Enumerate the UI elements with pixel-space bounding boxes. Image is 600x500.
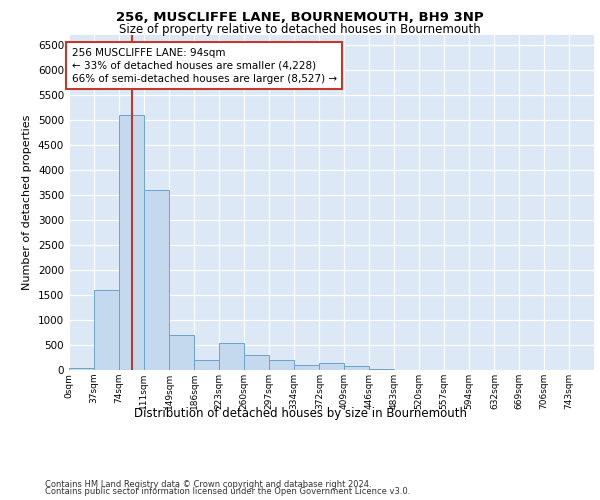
Bar: [169, 335, 194, 370]
Bar: [344, 366, 369, 370]
Bar: [269, 360, 294, 370]
Bar: [294, 365, 319, 370]
Text: Size of property relative to detached houses in Bournemouth: Size of property relative to detached ho…: [119, 22, 481, 36]
Text: Contains HM Land Registry data © Crown copyright and database right 2024.: Contains HM Land Registry data © Crown c…: [45, 480, 371, 489]
Text: 256 MUSCLIFFE LANE: 94sqm
← 33% of detached houses are smaller (4,228)
66% of se: 256 MUSCLIFFE LANE: 94sqm ← 33% of detac…: [71, 48, 337, 84]
Bar: [94, 290, 119, 370]
Bar: [244, 355, 269, 370]
Bar: [369, 369, 394, 370]
Text: Contains public sector information licensed under the Open Government Licence v3: Contains public sector information licen…: [45, 488, 410, 496]
Bar: [219, 342, 244, 370]
Y-axis label: Number of detached properties: Number of detached properties: [22, 115, 32, 290]
Bar: [144, 190, 169, 370]
Bar: [319, 362, 344, 370]
Bar: [119, 115, 144, 370]
Bar: [69, 368, 94, 370]
Text: 256, MUSCLIFFE LANE, BOURNEMOUTH, BH9 3NP: 256, MUSCLIFFE LANE, BOURNEMOUTH, BH9 3N…: [116, 11, 484, 24]
Text: Distribution of detached houses by size in Bournemouth: Distribution of detached houses by size …: [133, 408, 467, 420]
Bar: [194, 360, 219, 370]
